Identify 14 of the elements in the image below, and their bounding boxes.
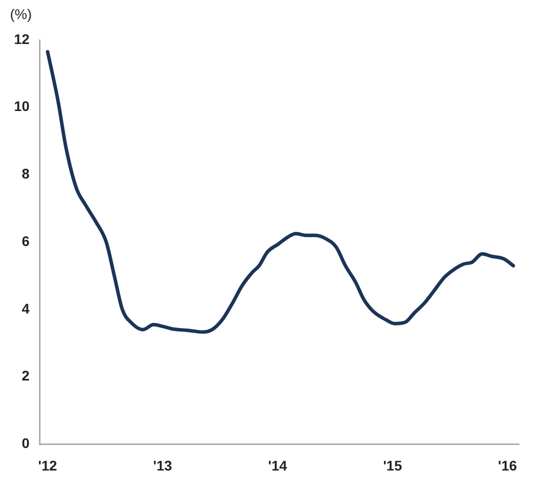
y-axis-title: (%) <box>10 6 32 22</box>
y-tick-label: 6 <box>22 232 30 249</box>
x-tick-label: '15 <box>383 457 402 474</box>
line-series <box>46 50 515 334</box>
y-tick-label: 8 <box>22 166 30 182</box>
x-tick-label: '14 <box>268 457 288 474</box>
x-tick-label: '12 <box>38 457 58 474</box>
x-tick-label: '13 <box>153 457 172 474</box>
y-tick-label: 10 <box>14 98 30 114</box>
y-tick-label: 4 <box>22 300 30 316</box>
y-tick-label: 2 <box>22 368 30 384</box>
x-tick-label: '16 <box>498 457 518 474</box>
y-tick-label: 12 <box>14 30 30 47</box>
y-tick-label: 0 <box>22 435 30 452</box>
